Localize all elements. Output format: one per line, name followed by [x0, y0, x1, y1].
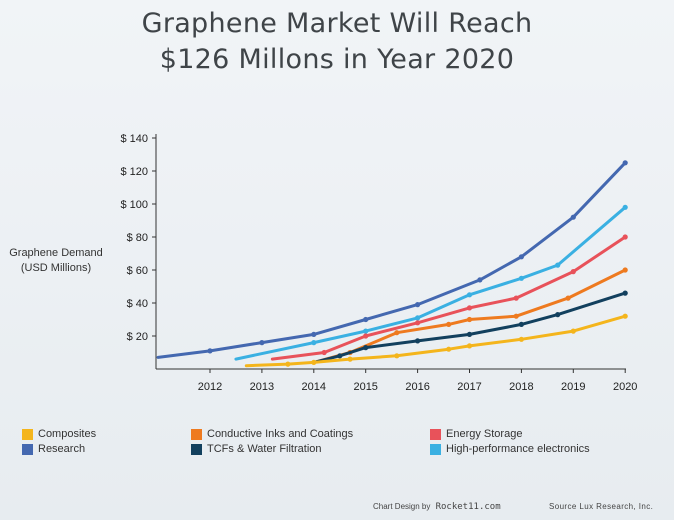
data-point-tcfs-water-filtration	[555, 312, 561, 318]
data-point-research	[622, 160, 628, 166]
data-point-tcfs-water-filtration	[466, 331, 473, 337]
chart-series	[156, 160, 628, 368]
legend-label: Energy Storage	[446, 428, 523, 440]
legend-item-energy-storage: Energy Storage	[430, 427, 522, 441]
x-tick-label: 2014	[302, 381, 326, 393]
data-point-composites	[394, 353, 400, 359]
y-tick-label: $ 60	[127, 265, 148, 277]
y-axis-label-line-2: (USD Millions)	[20, 262, 92, 274]
y-tick-label: $ 120	[120, 166, 148, 178]
data-point-composites	[311, 359, 317, 365]
series-line-composites	[244, 314, 627, 368]
data-point-high-performance-electronics	[622, 204, 628, 210]
legend-swatch	[22, 443, 33, 455]
data-point-composites	[347, 356, 353, 362]
data-point-research	[477, 277, 483, 283]
x-tick-label: 2013	[250, 381, 274, 393]
data-point-tcfs-water-filtration	[518, 321, 525, 327]
chart-title-line-1: Graphene Market Will Reach	[141, 8, 533, 39]
data-point-conductive-inks-and-coatings	[513, 313, 519, 319]
data-point-tcfs-water-filtration	[337, 353, 343, 359]
x-tick-label: 2012	[198, 381, 222, 393]
data-point-research	[570, 214, 576, 220]
y-axis-label: Graphene Demand (USD Millions)	[6, 246, 106, 276]
legend-swatch	[22, 428, 33, 440]
chart-legend: Composites Conductive Inks and Coatings …	[22, 427, 662, 459]
data-point-high-performance-electronics	[415, 315, 421, 321]
data-point-composites	[518, 336, 525, 342]
y-tick-label: $ 80	[127, 232, 148, 244]
data-point-research	[207, 348, 213, 354]
data-point-high-performance-electronics	[555, 262, 561, 268]
data-point-research	[311, 331, 317, 337]
y-tick-label: $ 100	[120, 199, 148, 211]
series-line-high-performance-electronics	[234, 205, 627, 361]
legend-label: Composites	[38, 428, 97, 440]
data-point-composites	[285, 361, 291, 367]
data-point-energy-storage	[363, 333, 369, 339]
data-point-energy-storage	[513, 295, 519, 301]
data-point-conductive-inks-and-coatings	[466, 316, 473, 323]
data-point-conductive-inks-and-coatings	[622, 267, 628, 273]
legend-swatch	[191, 428, 202, 440]
data-point-composites	[446, 346, 452, 352]
x-tick-label: 2019	[561, 381, 585, 393]
x-tick-label: 2015	[353, 381, 377, 393]
data-point-research	[415, 302, 421, 308]
data-point-research	[518, 254, 525, 260]
legend-item-composites: Composites	[22, 427, 96, 441]
data-point-tcfs-water-filtration	[415, 338, 421, 344]
legend-swatch	[191, 443, 202, 455]
data-point-research	[259, 340, 265, 346]
data-point-tcfs-water-filtration	[363, 345, 369, 351]
series-line-energy-storage	[270, 235, 627, 361]
data-point-tcfs-water-filtration	[622, 290, 628, 296]
credit-brand: Rocket11.com	[435, 502, 501, 512]
chart-source: Source Lux Research, Inc.	[549, 502, 654, 511]
data-point-conductive-inks-and-coatings	[565, 295, 571, 301]
series-line-research	[156, 161, 627, 359]
data-point-composites	[570, 328, 576, 334]
y-axis-label-line-1: Graphene Demand	[9, 247, 103, 259]
x-tick-label: 2017	[457, 381, 481, 393]
y-tick-label: $ 20	[127, 331, 148, 343]
data-point-high-performance-electronics	[363, 328, 369, 334]
data-point-conductive-inks-and-coatings	[394, 330, 400, 336]
data-point-energy-storage	[570, 269, 576, 275]
legend-label: Research	[38, 443, 86, 455]
data-point-energy-storage	[466, 305, 473, 311]
chart-credit: Chart Design by Rocket11.com	[373, 502, 501, 512]
x-tick-label: 2018	[509, 381, 533, 393]
data-point-high-performance-electronics	[518, 275, 525, 281]
legend-item-high-performance-electronics: High-performance electronics	[430, 442, 590, 456]
legend-label: Conductive Inks and Coatings	[207, 428, 354, 440]
x-tick-label: 2020	[613, 381, 637, 393]
legend-label: High-performance electronics	[446, 443, 590, 455]
chart-axes: $ 20 $ 40 $ 60 $ 80 $ 100 $ 120 $ 140 2012 2013 2…	[120, 133, 637, 393]
data-point-high-performance-electronics	[311, 340, 317, 346]
data-point-composites	[466, 343, 473, 349]
data-point-conductive-inks-and-coatings	[446, 321, 452, 327]
legend-item-tcfs-water-filtration: TCFs & Water Filtration	[191, 442, 322, 456]
y-tick-label: $ 40	[127, 298, 148, 310]
x-tick-label: 2016	[405, 381, 429, 393]
data-point-composites	[622, 313, 628, 319]
y-tick-label: $ 140	[120, 133, 148, 145]
legend-swatch	[430, 443, 441, 455]
legend-item-research: Research	[22, 442, 85, 456]
data-point-high-performance-electronics	[466, 292, 473, 298]
legend-swatch	[430, 428, 441, 440]
data-point-energy-storage	[321, 349, 327, 356]
data-point-energy-storage	[622, 234, 628, 240]
data-point-energy-storage	[415, 320, 421, 326]
chart-title-line-2: $126 Millons in Year 2020	[159, 44, 515, 75]
legend-item-conductive-inks: Conductive Inks and Coatings	[191, 427, 353, 441]
series-line-tcfs-water-filtration	[312, 291, 627, 364]
chart-title: Graphene Market Will Reach $126 Millons …	[0, 6, 674, 78]
legend-label: TCFs & Water Filtration	[207, 443, 322, 455]
data-point-research	[363, 316, 369, 323]
credit-prefix: Chart Design by	[373, 502, 431, 511]
